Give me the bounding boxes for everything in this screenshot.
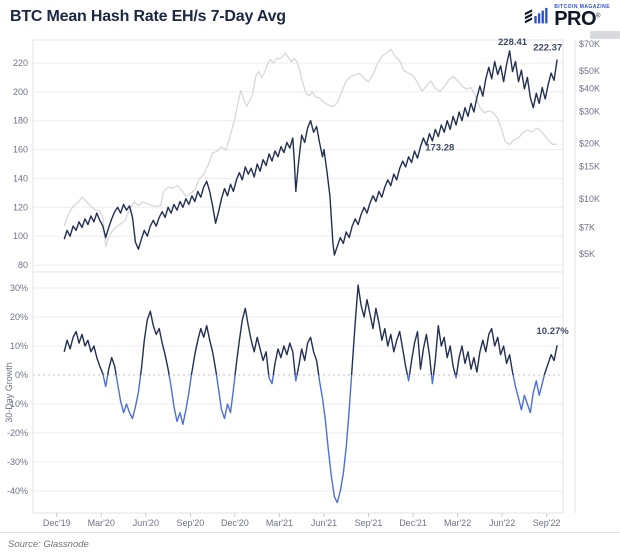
hash-axis-tick-label: 100	[13, 231, 28, 241]
growth-axis-tick-label: 0%	[15, 370, 28, 380]
bitcoin-magazine-pro-logo[interactable]: BITCOIN MAGAZINE PRO®	[524, 4, 610, 30]
growth-axis-tick-label: 10%	[10, 341, 28, 351]
price-series[interactable]	[63, 48, 558, 248]
x-axis-tick-label: Sep'21	[355, 518, 383, 528]
growth-axis-title: 30-Day Growth	[4, 362, 14, 423]
registered-mark: ®	[596, 13, 600, 20]
x-axis-tick-label: Mar'21	[266, 518, 293, 528]
growth-series-negative-segment[interactable]	[102, 374, 109, 388]
price-axis-tick-label: $7K	[579, 222, 595, 232]
growth-series-positive-segment[interactable]	[432, 325, 457, 376]
growth-series-positive-segment[interactable]	[190, 325, 218, 376]
growth-series-positive-segment[interactable]	[272, 342, 296, 376]
growth-series-negative-segment[interactable]	[115, 374, 142, 420]
growth-axis-tick-label: -20%	[7, 428, 28, 438]
growth-chart-plot-area[interactable]	[33, 272, 563, 513]
growth-axis-tick-label: -40%	[7, 486, 28, 496]
x-axis-tick-label: Dec'19	[43, 518, 71, 528]
x-axis-tick-label: Dec'21	[399, 518, 427, 528]
hash-axis-tick-label: 140	[13, 173, 28, 183]
growth-axis-tick-label: -30%	[7, 457, 28, 467]
growth-axis-tick-label: 30%	[10, 283, 28, 293]
price-axis-tick-label: $70K	[579, 39, 600, 49]
x-axis-tick-label: Jun'22	[489, 518, 515, 528]
hash-axis-tick-label: 80	[18, 260, 28, 270]
hash-axis-tick-label: 160	[13, 145, 28, 155]
page-title: BTC Mean Hash Rate EH/s 7-Day Avg	[10, 8, 286, 25]
price-axis-tick-label: $50K	[579, 66, 600, 76]
footer-divider	[0, 532, 620, 533]
hash-axis-tick-label: 180	[13, 116, 28, 126]
bitcoin-magazine-wordmark: BITCOIN MAGAZINE	[554, 4, 610, 10]
price-axis-tick-label: $40K	[579, 84, 600, 94]
growth-series-negative-segment[interactable]	[318, 374, 353, 504]
price-axis-tick-label: $5K	[579, 249, 595, 259]
growth-series-positive-segment[interactable]	[63, 330, 104, 376]
annotation-label: 173.28	[425, 142, 454, 153]
hash-axis-tick-label: 220	[13, 58, 28, 68]
x-axis-tick-label: Mar'22	[444, 518, 471, 528]
x-axis-tick-label: Jun'20	[133, 518, 159, 528]
pro-wordmark: PRO®	[554, 8, 600, 30]
bottom-panel-border	[32, 271, 564, 514]
x-axis-tick-label: Mar'20	[88, 518, 115, 528]
growth-series-positive-segment[interactable]	[408, 330, 433, 376]
growth-series-negative-segment[interactable]	[454, 374, 458, 379]
growth-series-negative-segment[interactable]	[294, 374, 298, 382]
growth-axis-tick-label: 20%	[10, 312, 28, 322]
price-axis-tick-label: $10K	[579, 194, 600, 204]
price-axis-tick-label: $20K	[579, 139, 600, 149]
price-axis-tick-label: $30K	[579, 106, 600, 116]
x-axis-tick-label: Jun'21	[311, 518, 337, 528]
hash-axis-tick-label: 120	[13, 202, 28, 212]
growth-series-positive-segment[interactable]	[296, 336, 320, 376]
logo-bars-icon	[525, 7, 548, 24]
growth-series-negative-segment[interactable]	[512, 374, 546, 414]
x-axis-tick-label: Sep'22	[533, 518, 561, 528]
x-axis-tick-label: Dec'20	[221, 518, 249, 528]
growth-series-negative-segment[interactable]	[430, 374, 435, 385]
annotation-label: 228.41	[498, 37, 528, 48]
price-axis-tick-label: $15K	[579, 162, 600, 172]
toolbar-fragment	[590, 31, 620, 39]
growth-series-negative-segment[interactable]	[168, 374, 193, 425]
hash-rate-chart-plot-area[interactable]	[33, 40, 563, 272]
annotation-label: 10.27%	[536, 326, 569, 337]
hash-axis-tick-label: 200	[13, 87, 28, 97]
growth-series-negative-segment[interactable]	[406, 374, 411, 382]
growth-series-positive-segment[interactable]	[139, 310, 170, 376]
growth-series-positive-segment[interactable]	[543, 345, 558, 376]
hash-rate-series[interactable]	[63, 50, 558, 256]
growth-axis-tick-label: -10%	[7, 399, 28, 409]
growth-series-positive-segment[interactable]	[234, 307, 270, 376]
x-axis-tick-label: Sep'20	[176, 518, 204, 528]
annotation-label: 222.37	[533, 43, 562, 54]
growth-series-positive-segment[interactable]	[107, 356, 117, 376]
growth-series-negative-segment[interactable]	[215, 374, 236, 420]
growth-series-negative-segment[interactable]	[268, 374, 274, 385]
source-caption: Source: Glassnode	[8, 539, 89, 550]
growth-series-positive-segment[interactable]	[455, 327, 514, 376]
growth-series-positive-segment[interactable]	[350, 284, 409, 376]
